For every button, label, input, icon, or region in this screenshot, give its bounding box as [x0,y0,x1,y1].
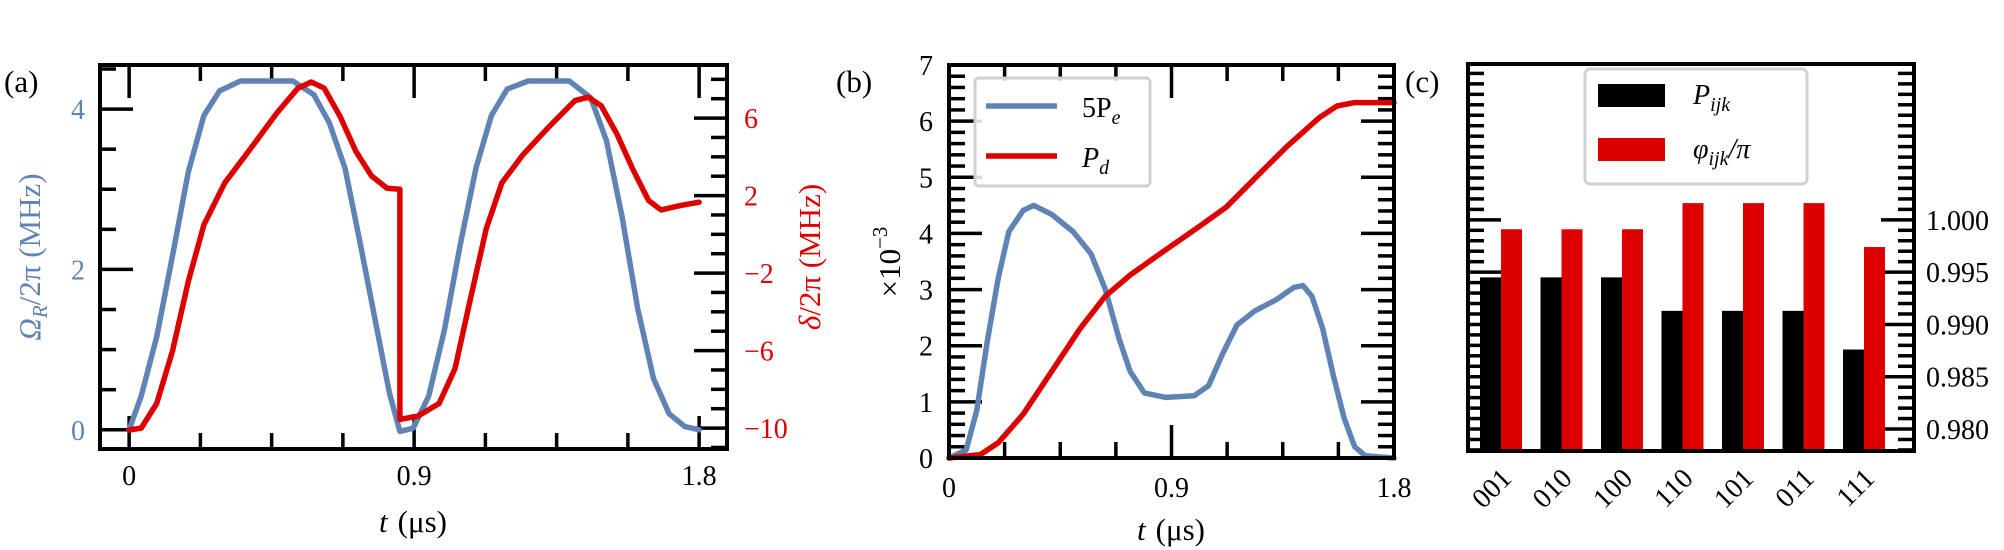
legend-label-rest: /π [1727,134,1752,165]
y-right-label-rest: /2π (MHz) [792,184,827,316]
y-tick-label: 0.995 [1926,258,1989,289]
y-right-tick-label: −6 [744,337,774,368]
legend-label: Pd [1081,143,1110,179]
phase-bar [1803,203,1825,451]
legend-label-sub: ijk [1709,148,1730,170]
excited-population-curve [946,202,1397,461]
y-label-main: ×10 [872,249,907,297]
x-tick-label: 1.8 [682,461,717,492]
phase-bar [1864,247,1885,451]
y-right-axis-label: δ/2π (MHz) [792,184,827,330]
category-label: 010 [1527,463,1579,515]
probability-bar [1480,277,1501,451]
probability-bar [1722,310,1743,451]
y-left-label-rest: /2π (MHz) [12,173,47,305]
y-tick-label: 5 [919,163,933,194]
y-tick-label: 6 [919,107,933,138]
legend-label-sub: ijk [1710,94,1731,116]
phase-bar [1561,229,1583,451]
phase-bar [1622,229,1643,451]
x-axis-label: t (μs) [379,504,447,539]
y-left-tick-label: 4 [71,95,85,126]
category-label: 011 [1770,463,1821,514]
y-label-exponent: −3 [868,227,892,249]
probability-bar [1601,277,1622,451]
x-axis-var: t [1137,512,1147,547]
phase-bar [1501,229,1522,451]
y-tick-label: 3 [919,276,933,307]
legend-label-sub: d [1099,157,1110,179]
probability-bar [1782,310,1804,451]
legend-label-main: P [1692,80,1710,111]
legend-label: φijk/π [1693,134,1751,170]
y-right-tick-label: −10 [744,414,788,445]
panel-label: (c) [1405,64,1439,99]
y-tick-label: 1 [919,388,933,419]
probability-bar [1843,349,1864,451]
x-axis-unit: (μs) [1156,512,1205,547]
category-label: 001 [1466,463,1518,515]
category-label: 111 [1831,463,1881,513]
legend-box [973,76,1152,188]
x-axis-var: t [379,504,389,539]
y-tick-label: 2 [919,332,933,363]
y-tick-label: 0.980 [1926,415,1989,446]
category-label: 101 [1708,463,1760,515]
y-tick-label: 4 [919,219,933,250]
panel-label: (a) [4,64,38,99]
x-axis-unit: (μs) [398,504,447,539]
y-tick-label: 7 [919,51,933,82]
panel-c: (c) 001 010 100 110 101 011 111 0.980 0.985 0.990 0… [1405,62,1989,515]
decay-probability-curve [946,99,1397,461]
plot-frame [98,63,729,451]
x-tick-label: 0 [942,473,956,504]
phase-bar [1682,203,1704,451]
category-label: 100 [1587,463,1639,515]
x-tick-label: 1.8 [1377,473,1412,504]
legend-label: Pijk [1692,80,1731,116]
y-right-tick-label: −2 [744,259,774,290]
y-right-tick-label: 2 [744,182,758,213]
legend-label-main: 5P [1082,93,1112,124]
plot-frame [947,63,1396,460]
legend-swatch [1598,84,1665,107]
y-tick-label: 1.000 [1926,206,1989,237]
legend-label-main: P [1081,143,1099,174]
x-axis-label: t (μs) [1137,512,1205,547]
y-axis-label: ×10−3 [868,227,907,298]
legend-label: 5Pe [1082,93,1121,129]
legend-label-sub: e [1112,107,1121,129]
detuning-curve [126,79,702,433]
panel-label: (b) [836,64,872,99]
category-label: 110 [1649,463,1700,514]
legend-label-main: φ [1693,134,1709,165]
plot-frame [1466,62,1916,453]
y-left-tick-label: 0 [71,416,85,447]
legend-swatch [1598,138,1665,161]
x-tick-label: 0.9 [397,461,432,492]
x-tick-label: 0.9 [1154,473,1189,504]
y-left-label-main: Ω [12,318,47,340]
y-right-tick-label: 6 [744,104,758,135]
y-tick-label: 0.985 [1926,363,1989,394]
y-right-label-main: δ [792,315,827,330]
y-left-axis-label: ΩR/2π (MHz) [12,173,52,340]
x-tick-label: 0 [122,461,136,492]
rabi-frequency-curve [126,78,702,435]
y-left-label-sub: R [28,305,52,319]
y-tick-label: 0 [919,444,933,475]
y-tick-label: 0.990 [1926,310,1989,341]
phase-bar [1743,203,1764,451]
probability-bar [1540,277,1562,451]
probability-bar [1661,310,1683,451]
y-left-tick-label: 2 [71,255,85,286]
